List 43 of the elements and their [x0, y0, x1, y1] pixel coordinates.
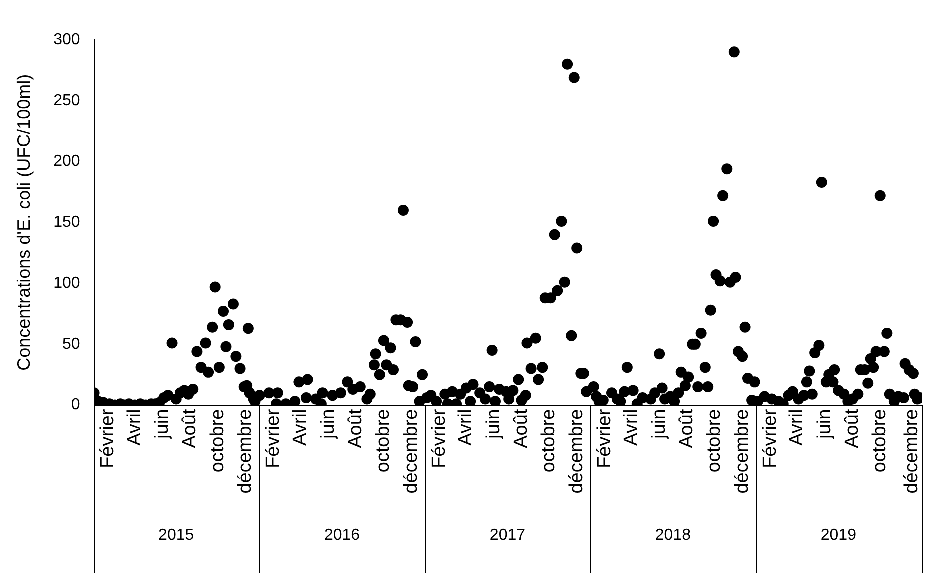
x-tick-label: Février [263, 408, 284, 468]
x-tick-label: octobre [373, 409, 394, 473]
x-tick-label: Février [594, 408, 616, 468]
x-tick-label: décembre [732, 409, 753, 494]
y-tick-label: 200 [54, 153, 80, 170]
x-tick-label: décembre [566, 409, 588, 494]
x2-tick-label: 2015 [158, 526, 194, 544]
y-tick-label: 150 [54, 214, 80, 232]
y-tick-label: 300 [54, 31, 80, 48]
x-tick-label: juin [483, 409, 504, 440]
x-tick-label: Août [842, 408, 863, 448]
x-tick-label: décembre [400, 409, 422, 494]
x2-tick-label: 2016 [324, 526, 360, 544]
x-tick-label: Avril [456, 409, 477, 446]
x-tick-label: octobre [207, 409, 228, 473]
x-tick-label: Février [760, 408, 781, 468]
x-tick-label: Août [346, 408, 367, 448]
x-tick-label: Février [98, 408, 119, 468]
x-tick-label: Avril [786, 409, 808, 446]
y-tick-label: 250 [54, 92, 80, 110]
x-tick-label: juin [814, 409, 836, 440]
y-tick-label: 0 [71, 396, 80, 414]
y-axis-title: Concentrations d'E. coli (UFC/100ml) [14, 74, 34, 371]
x-tick-label: octobre [538, 409, 560, 473]
x-tick-label: décembre [901, 409, 922, 494]
x-tick-label: juin [152, 409, 173, 440]
x-tick-label: Août [511, 408, 532, 448]
y-tick-label: 100 [54, 274, 80, 292]
x-tick-label: Août [676, 408, 698, 448]
x-tick-label: Avril [124, 409, 146, 446]
y-tick-label: 50 [62, 336, 80, 353]
x2-tick-label: 2019 [820, 526, 857, 544]
x-tick-label: octobre [870, 409, 891, 473]
x-tick-label: Avril [621, 409, 642, 446]
x-tick-label: juin [318, 409, 339, 440]
x-tick-label: décembre [234, 409, 256, 494]
x2-tick-label: 2018 [655, 526, 692, 544]
x-tick-label: octobre [704, 409, 726, 473]
x-tick-label: Avril [290, 409, 312, 446]
x-tick-label: Février [428, 408, 450, 468]
x2-tick-label: 2017 [490, 526, 526, 544]
x-tick-label: Août [180, 408, 201, 448]
x-tick-label: juin [648, 409, 670, 440]
